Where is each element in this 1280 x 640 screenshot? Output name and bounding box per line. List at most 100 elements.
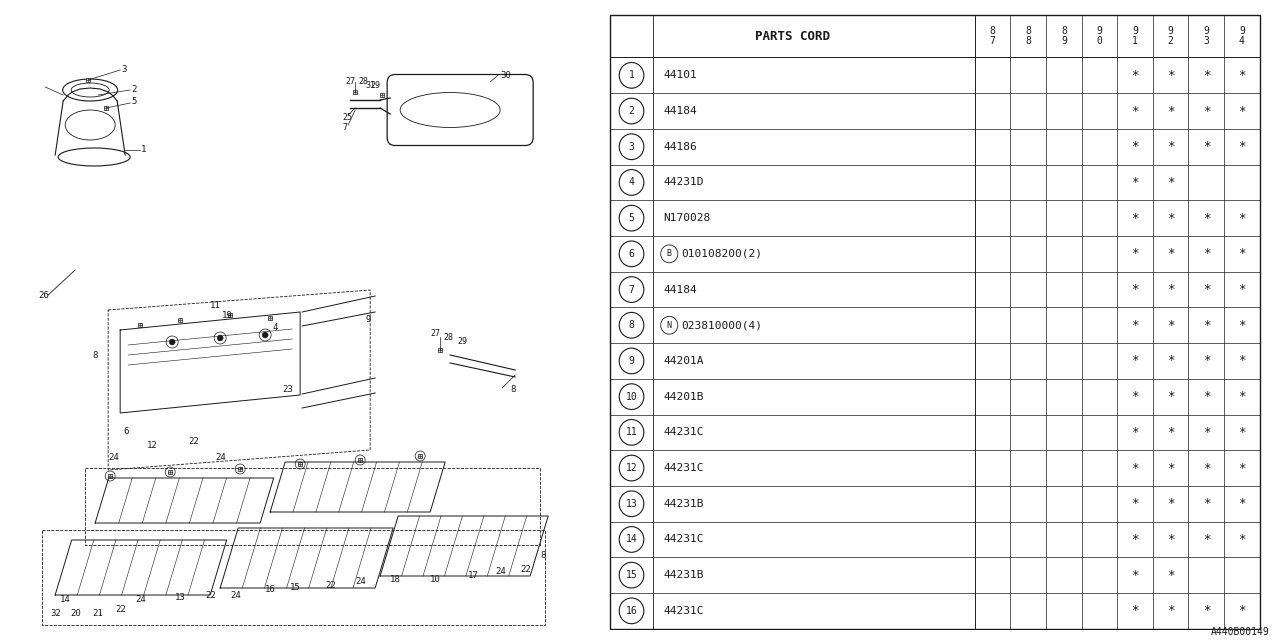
- Text: *: *: [1202, 461, 1210, 474]
- Bar: [86, 78, 90, 82]
- Text: 6: 6: [628, 249, 635, 259]
- Text: *: *: [1167, 319, 1175, 332]
- Text: 28: 28: [358, 77, 369, 86]
- Text: 21: 21: [92, 609, 102, 618]
- Text: 20: 20: [70, 609, 81, 618]
- Bar: [238, 467, 242, 471]
- Text: 2: 2: [628, 106, 635, 116]
- Text: *: *: [1132, 283, 1139, 296]
- Text: *: *: [1167, 104, 1175, 118]
- Text: *: *: [1132, 426, 1139, 439]
- Text: 18: 18: [390, 575, 401, 584]
- Text: 8: 8: [628, 320, 635, 330]
- Bar: [298, 462, 302, 466]
- Text: 5: 5: [628, 213, 635, 223]
- Text: *: *: [1132, 69, 1139, 82]
- Bar: [380, 93, 384, 97]
- Text: 44101: 44101: [664, 70, 698, 81]
- Text: 6: 6: [123, 428, 128, 436]
- Text: 17: 17: [468, 570, 479, 579]
- Text: *: *: [1202, 319, 1210, 332]
- Text: 8
9: 8 9: [1061, 26, 1066, 47]
- Text: *: *: [1167, 247, 1175, 260]
- Text: 13: 13: [175, 593, 186, 602]
- Text: 22: 22: [188, 438, 198, 447]
- Text: *: *: [1132, 355, 1139, 367]
- Text: *: *: [1132, 390, 1139, 403]
- Bar: [138, 323, 142, 327]
- Text: *: *: [1238, 247, 1245, 260]
- Text: *: *: [1202, 497, 1210, 510]
- Text: 16: 16: [265, 586, 276, 595]
- Text: 44186: 44186: [664, 141, 698, 152]
- Text: 9: 9: [628, 356, 635, 366]
- Text: *: *: [1167, 604, 1175, 618]
- Text: N: N: [667, 321, 672, 330]
- Text: 16: 16: [626, 606, 637, 616]
- Text: 19: 19: [223, 312, 233, 321]
- Bar: [269, 316, 273, 320]
- Text: 8: 8: [511, 385, 516, 394]
- Text: B: B: [667, 250, 672, 259]
- Text: *: *: [1132, 247, 1139, 260]
- Text: 9
0: 9 0: [1097, 26, 1102, 47]
- Text: *: *: [1202, 140, 1210, 153]
- Text: 9
3: 9 3: [1203, 26, 1210, 47]
- Text: *: *: [1167, 426, 1175, 439]
- Circle shape: [218, 335, 223, 341]
- Text: 8: 8: [540, 550, 545, 559]
- Text: 10: 10: [430, 575, 440, 584]
- Text: *: *: [1238, 426, 1245, 439]
- Text: *: *: [1132, 497, 1139, 510]
- Text: A440B00149: A440B00149: [1211, 627, 1270, 637]
- Text: 14: 14: [626, 534, 637, 545]
- Text: 24: 24: [108, 454, 119, 463]
- Text: 10: 10: [626, 392, 637, 402]
- Bar: [358, 458, 362, 462]
- Bar: [168, 470, 172, 474]
- Text: *: *: [1238, 604, 1245, 618]
- Text: *: *: [1132, 461, 1139, 474]
- Bar: [353, 90, 357, 94]
- Text: 30: 30: [500, 70, 511, 79]
- Text: *: *: [1132, 569, 1139, 582]
- Text: PARTS CORD: PARTS CORD: [755, 30, 831, 43]
- Text: *: *: [1238, 319, 1245, 332]
- Text: 4: 4: [628, 177, 635, 188]
- Text: 2: 2: [131, 84, 137, 93]
- Text: *: *: [1202, 604, 1210, 618]
- Text: 44231D: 44231D: [664, 177, 704, 188]
- Text: 8: 8: [92, 351, 97, 360]
- Text: *: *: [1238, 355, 1245, 367]
- Text: 44201B: 44201B: [664, 392, 704, 402]
- Text: 27: 27: [430, 328, 440, 337]
- Text: 44231B: 44231B: [664, 499, 704, 509]
- Text: *: *: [1167, 355, 1175, 367]
- Text: 12: 12: [147, 440, 157, 449]
- Text: 24: 24: [495, 568, 506, 577]
- Bar: [108, 474, 113, 478]
- Text: 24: 24: [230, 591, 241, 600]
- Text: *: *: [1132, 140, 1139, 153]
- Text: 010108200(2): 010108200(2): [681, 249, 762, 259]
- Text: 7: 7: [342, 124, 347, 132]
- Text: 29: 29: [457, 337, 467, 346]
- Circle shape: [169, 339, 175, 345]
- Text: *: *: [1167, 69, 1175, 82]
- Text: 24: 24: [215, 454, 225, 463]
- Text: 5: 5: [131, 97, 137, 106]
- Text: 9
4: 9 4: [1239, 26, 1245, 47]
- Text: *: *: [1238, 212, 1245, 225]
- Text: 7: 7: [628, 285, 635, 294]
- Text: *: *: [1238, 390, 1245, 403]
- Text: *: *: [1167, 390, 1175, 403]
- Text: 11: 11: [626, 428, 637, 437]
- Text: 25: 25: [342, 113, 352, 122]
- Text: *: *: [1132, 604, 1139, 618]
- Text: 44231C: 44231C: [664, 428, 704, 437]
- Text: *: *: [1132, 212, 1139, 225]
- Text: 24: 24: [136, 595, 146, 605]
- Text: N170028: N170028: [664, 213, 710, 223]
- Text: 9
1: 9 1: [1132, 26, 1138, 47]
- Bar: [228, 313, 232, 317]
